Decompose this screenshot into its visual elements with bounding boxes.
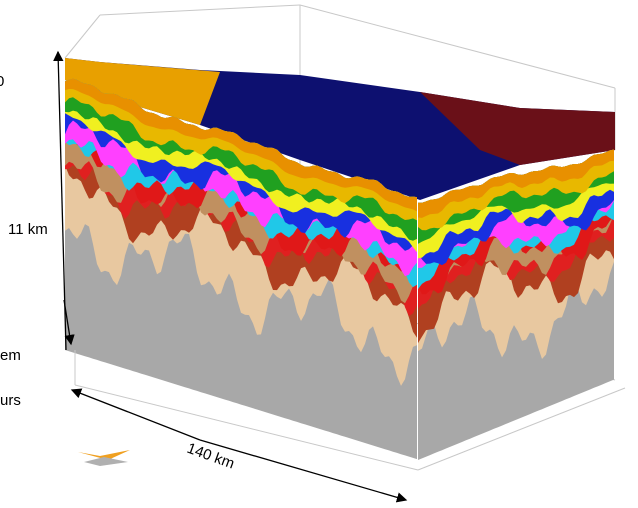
geologic-layers — [65, 58, 615, 460]
compass-icon — [78, 450, 130, 466]
cut-label: urs — [0, 392, 21, 409]
block-model-view: 0 11 km em urs 140 km — [0, 0, 638, 508]
frame-edge — [65, 15, 100, 58]
depth-label: 11 km — [8, 221, 48, 238]
length-label: 140 km — [185, 440, 237, 473]
cut-label: 0 — [0, 73, 4, 90]
cut-label: em — [0, 347, 21, 364]
length-arrow — [72, 390, 200, 440]
frame-edge — [100, 5, 300, 15]
frame-edge — [300, 5, 615, 88]
page: 0 11 km em urs 140 km (() => { const dat… — [0, 0, 638, 508]
